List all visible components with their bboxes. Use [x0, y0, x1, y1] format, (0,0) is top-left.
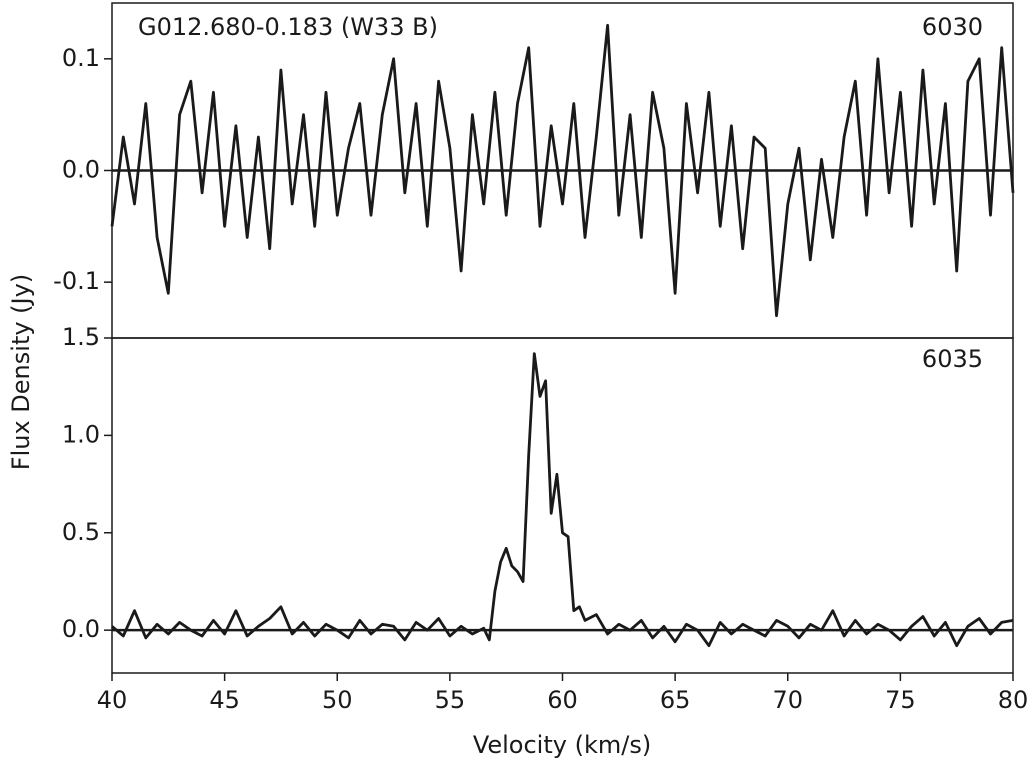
y-tick-label: 0.0: [62, 615, 100, 643]
chart-title: G012.680-0.183 (W33 B): [138, 13, 438, 41]
y-tick-label: 0.0: [62, 156, 100, 184]
panel-label: 6030: [922, 13, 983, 41]
y-tick-label: -0.1: [53, 267, 100, 295]
x-tick-label: 50: [322, 686, 353, 714]
x-tick-label: 65: [660, 686, 691, 714]
y-tick-label: 0.1: [62, 44, 100, 72]
x-tick-label: 45: [209, 686, 240, 714]
panel-frame: [111, 337, 1014, 674]
panel-label: 6035: [922, 345, 983, 373]
x-tick-label: 55: [435, 686, 466, 714]
x-tick-label: 80: [998, 686, 1029, 714]
x-tick-label: 60: [547, 686, 578, 714]
y-tick-label: 0.5: [62, 518, 100, 546]
y-tick-label: 1.5: [62, 323, 100, 351]
y-tick-label: 1.0: [62, 420, 100, 448]
x-tick-label: 70: [772, 686, 803, 714]
y-axis-label: Flux Density (Jy): [7, 274, 35, 470]
x-tick-label: 40: [97, 686, 128, 714]
data-line: [111, 352, 1014, 648]
x-axis-label: Velocity (km/s): [473, 731, 651, 759]
x-tick-label: 75: [885, 686, 916, 714]
data-line: [110, 23, 1015, 318]
